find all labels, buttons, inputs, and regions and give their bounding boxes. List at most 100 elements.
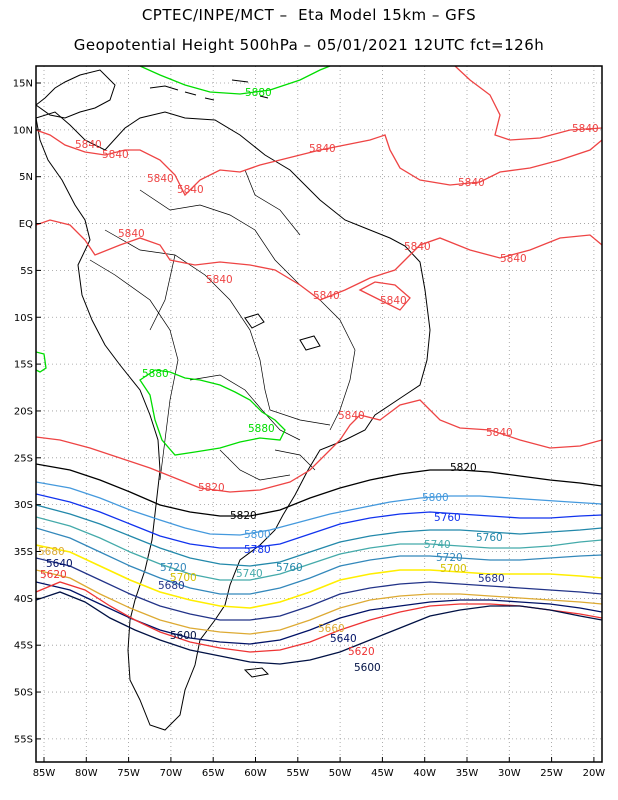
map-frame [35,65,603,763]
contour-label: 5740 [236,568,263,580]
longitude-tick-label: 85W [33,768,56,779]
contour-label: 5820 [450,462,477,474]
contour-label: 5880 [142,368,169,380]
longitude-tick-label: 65W [202,768,225,779]
contour-label: 5620 [348,646,375,658]
contour-label: 5660 [318,623,345,635]
contour-5820 [36,463,602,517]
contour-label: 5700 [170,572,197,584]
contour-label: 5840 [118,228,145,240]
longitude-tick-label: 60W [244,768,267,779]
chart-subtitle: Geopotential Height 500hPa – 05/01/2021 … [73,36,545,54]
contour-label: 5640 [46,558,73,570]
contour-5880-continental [139,369,286,456]
longitude-tick-label: 75W [117,768,140,779]
contour-5880-west [36,351,47,373]
contour-5840-northeast [454,66,602,141]
contour-5840-south [36,399,602,493]
lat-lon-grid [36,66,602,762]
latitude-tick-label: 35S [14,547,33,558]
contour-5720 [36,527,602,595]
contour-label: 5800 [244,529,271,541]
longitude-tick-label: 50W [329,768,352,779]
contour-5840-equatorial [36,219,602,301]
contour-label: 5840 [102,149,129,161]
contour-label: 5840 [338,410,365,422]
contour-label: 5600 [170,630,197,642]
longitude-tick-label: 40W [413,768,436,779]
contour-label: 5840 [500,253,527,265]
country-borders [89,169,356,481]
contour-label: 5680 [158,580,185,592]
contour-label: 5880 [248,423,275,435]
latitude-tick-label: 5N [19,172,33,183]
contour-5760 [36,504,602,567]
contour-5700 [36,544,602,609]
contour-label: 5840 [75,139,102,151]
contour-label: 5680 [38,546,65,558]
south-america-coastline [36,111,431,731]
latitude-tick-label: 20S [14,406,33,417]
contour-label: 5840 [313,290,340,302]
latitude-tick-label: 50S [14,688,33,699]
longitude-tick-label: 70W [160,768,183,779]
contour-label: 5820 [198,482,225,494]
latitude-tick-label: EQ [19,219,33,230]
longitude-tick-label: 20W [583,768,606,779]
latitude-tick-label: 55S [14,734,33,745]
contour-5840-interior [358,281,411,311]
contour-labels: 5880 5880 5880 5840 5840 5840 5840 5840 … [38,87,599,674]
axis-ticks: 15N 10N 5N EQ 5S 10S 15S 20S 25S 30S 35S 40S 45S 50S 5… [13,79,606,780]
contour-label: 5720 [160,562,187,574]
contour-label: 5820 [230,510,257,522]
contour-label: 5840 [458,177,485,189]
contour-label: 5840 [147,173,174,185]
contour-label: 5620 [40,569,67,581]
contour-label: 5680 [478,573,505,585]
contour-label: 5760 [434,512,461,524]
contour-label: 5840 [380,295,407,307]
latitude-tick-label: 5S [20,266,33,277]
lakes [244,313,321,351]
latitude-tick-label: 10S [14,313,33,324]
contour-5680 [36,557,602,621]
contour-lines [36,66,602,665]
contour-5600 [36,591,602,665]
latitude-tick-label: 30S [14,500,33,511]
contour-5660 [36,569,602,635]
chart-title: CPTEC/INPE/MCT – Eta Model 15km – GFS [141,6,477,24]
longitude-tick-label: 30W [498,768,521,779]
contour-label: 5840 [404,241,431,253]
contour-label: 5840 [177,184,204,196]
contour-label: 5700 [440,563,467,575]
contour-label: 5600 [354,662,381,674]
contour-label: 5780 [244,544,271,556]
contour-5800 [36,481,602,536]
longitude-tick-label: 55W [286,768,309,779]
falkland-islands [243,667,270,678]
contour-5620 [36,581,602,653]
longitude-tick-label: 45W [371,768,394,779]
contour-label: 5840 [572,123,599,135]
contour-label: 5640 [330,633,357,645]
coastline [36,69,431,731]
contour-label: 5760 [276,562,303,574]
central-america-coastline [36,69,116,119]
contour-5740 [36,516,602,581]
contour-label: 5740 [424,539,451,551]
longitude-tick-label: 80W [75,768,98,779]
contour-label: 5880 [245,87,272,99]
caribbean-islands [149,79,269,101]
latitude-tick-label: 10N [13,125,33,136]
latitude-tick-label: 40S [14,594,33,605]
latitude-tick-label: 25S [14,453,33,464]
longitude-tick-label: 25W [540,768,563,779]
contour-label: 5760 [476,532,503,544]
contour-label: 5840 [486,427,513,439]
latitude-tick-label: 15N [13,79,33,90]
longitude-tick-label: 35W [456,768,479,779]
contour-label: 5840 [309,143,336,155]
contour-5780 [36,493,602,549]
contour-label: 5800 [422,492,449,504]
